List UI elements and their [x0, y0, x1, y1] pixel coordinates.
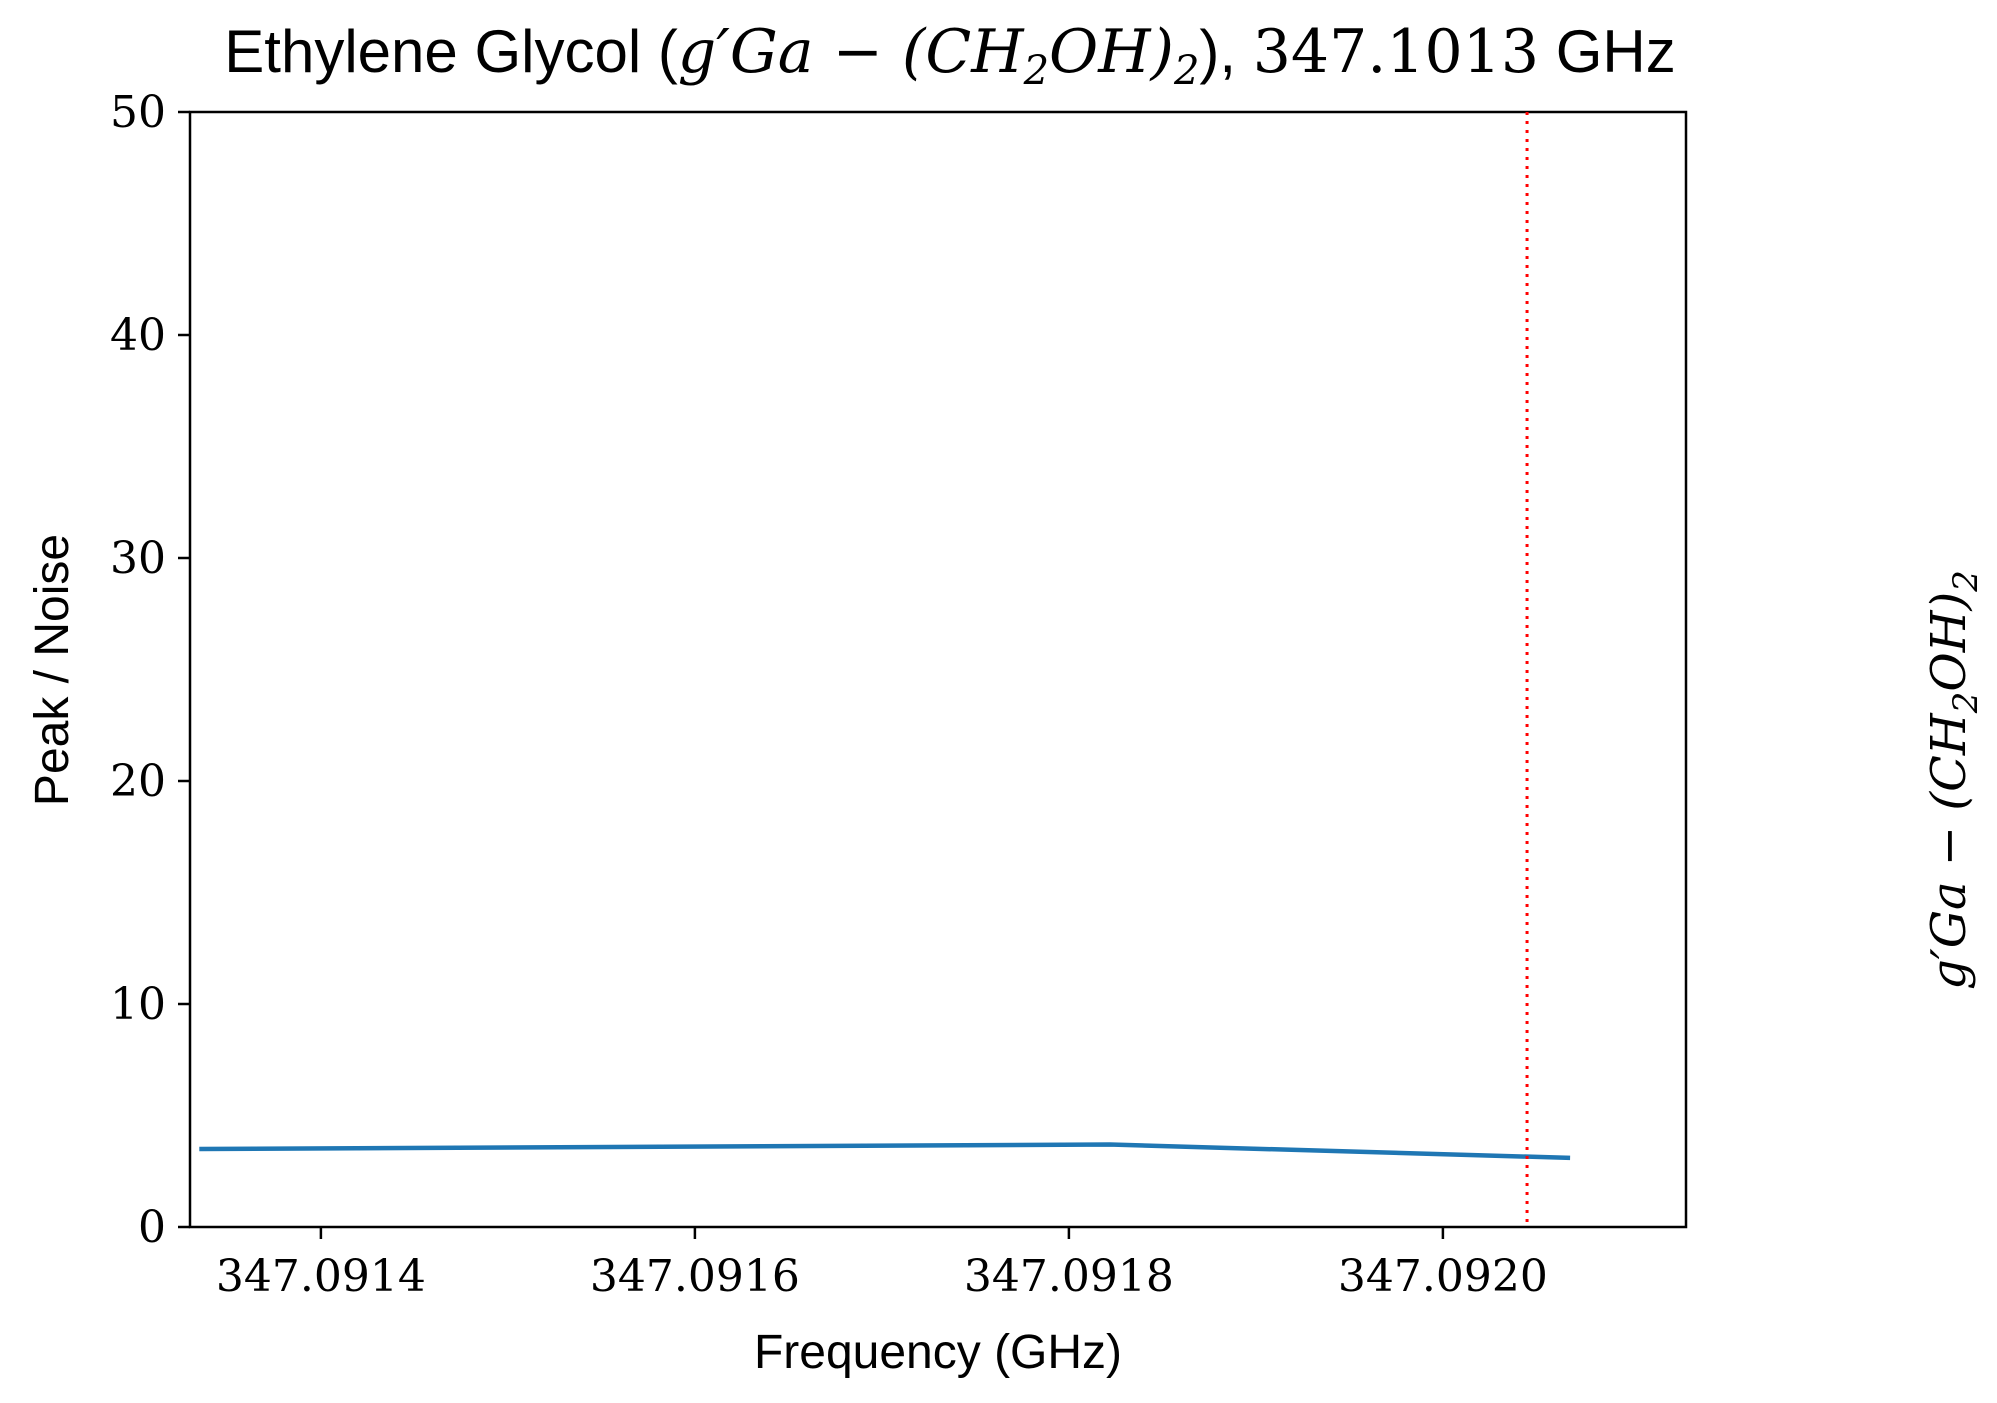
y-tick-label: 40 — [110, 310, 166, 361]
series-layer — [199, 1142, 1571, 1161]
chart-title: Ethylene Glycol (g′Ga − (CH2OH)2), 347.1… — [224, 17, 1675, 94]
y-tick-label: 30 — [110, 533, 166, 584]
x-tick-label: 347.0920 — [1338, 1251, 1548, 1302]
side-label-sub: 2 — [1946, 692, 1986, 715]
side-label-a: g′Ga − (CH — [1921, 712, 1977, 990]
y-tick-label: 10 — [110, 979, 166, 1030]
title-formula-sub: 2 — [1023, 48, 1049, 94]
title-frequency-unit: GHz — [1539, 18, 1676, 85]
title-formula-sub2: 2 — [1173, 48, 1199, 94]
title-formula-b: OH) — [1049, 17, 1174, 87]
title-frequency-value: 347.1013 — [1253, 17, 1539, 87]
y-tick-label: 0 — [138, 1202, 166, 1253]
x-tick-label: 347.0914 — [216, 1251, 426, 1302]
y-axis: 0 10 20 30 40 50 — [110, 87, 190, 1253]
x-tick-label: 347.0916 — [590, 1251, 800, 1302]
side-label: g′Ga − (CH2OH)2 — [1921, 570, 1986, 990]
title-prefix: Ethylene Glycol ( — [224, 18, 678, 85]
series-line — [199, 1142, 1571, 1161]
x-axis-label: Frequency (GHz) — [754, 1326, 1122, 1379]
side-label-b: OH) — [1921, 592, 1977, 692]
title-formula-a: g′Ga − (CH — [678, 17, 1025, 87]
title-suffix: ), — [1199, 18, 1252, 85]
x-tick-label: 347.0918 — [964, 1251, 1174, 1302]
x-axis: 347.0914 347.0916 347.0918 347.0920 — [216, 1227, 1548, 1302]
y-tick-label: 20 — [110, 756, 166, 807]
side-label-sub2: 2 — [1946, 570, 1986, 593]
y-tick-label: 50 — [110, 87, 166, 138]
plot-area — [188, 110, 1688, 1229]
y-axis-label: Peak / Noise — [26, 534, 79, 806]
